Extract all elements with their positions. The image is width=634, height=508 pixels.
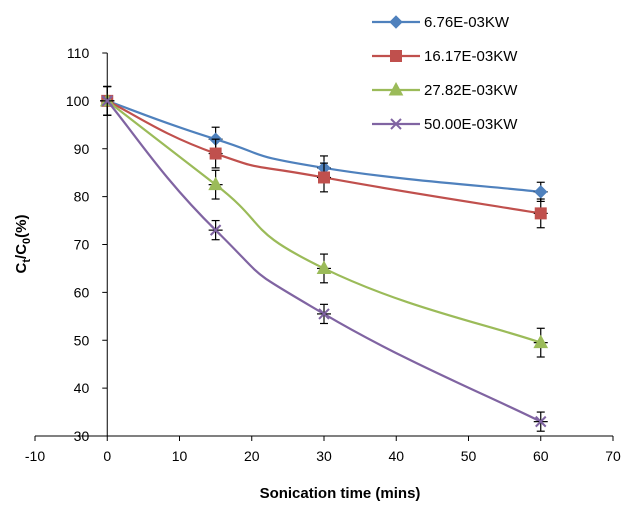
data-point xyxy=(209,224,222,236)
y-axis-title-sub2: 0 xyxy=(21,238,33,244)
y-tick-label: 40 xyxy=(74,380,90,396)
legend-label: 50.00E-03KW xyxy=(424,116,518,133)
y-tick-label: 110 xyxy=(67,45,90,61)
y-tick-label: 80 xyxy=(74,189,90,205)
point-marker-stroke xyxy=(390,118,402,130)
series-layer xyxy=(99,85,549,432)
data-point xyxy=(318,308,330,320)
point-marker-stroke xyxy=(101,95,113,107)
data-point xyxy=(533,334,549,349)
legend-marker xyxy=(390,50,402,62)
legend-label: 27.82E-03KW xyxy=(424,82,518,99)
x-tick-label: 70 xyxy=(605,448,621,464)
series-line xyxy=(106,99,541,193)
x-tick-label: -10 xyxy=(25,448,45,464)
y-tick-label: 100 xyxy=(66,93,90,109)
legend-item-6.76E-03KW: 6.76E-03KW xyxy=(372,14,510,31)
x-tick-label: 40 xyxy=(388,448,404,464)
y-axis-title-tail: (%) xyxy=(13,215,30,238)
series-line xyxy=(106,100,542,344)
point-marker-stroke xyxy=(209,224,222,236)
legend: 6.76E-03KW 16.17E-03KW 27.82E-03KW 50.00E-0… xyxy=(372,14,518,133)
data-point xyxy=(318,171,330,184)
legend-marker xyxy=(389,15,403,29)
legend-marker xyxy=(388,81,404,96)
y-tick-label: 60 xyxy=(74,284,90,300)
x-tick-label: 20 xyxy=(244,448,260,464)
y-tick-label: 30 xyxy=(74,428,90,444)
data-point xyxy=(316,260,332,274)
data-point xyxy=(534,185,548,199)
data-point xyxy=(534,207,547,220)
legend-label: 16.17E-03KW xyxy=(424,48,518,65)
y-axis-title-main: C xyxy=(13,262,30,273)
data-point xyxy=(535,415,547,428)
x-tick-label: 60 xyxy=(533,448,549,464)
axes: 30 40 50 60 70 80 90 100 110 -10 0 10 20 30 40 50 60 70 xyxy=(25,45,621,464)
y-tick-label: 70 xyxy=(74,237,90,253)
y-tick-label: 50 xyxy=(74,332,90,348)
y-axis-title-sub1: t xyxy=(21,259,33,263)
legend-item-27.82E-03KW: 27.82E-03KW xyxy=(372,81,518,99)
point-marker-stroke xyxy=(318,308,330,320)
series-50.00E-03KW xyxy=(100,85,548,432)
legend-marker xyxy=(390,118,402,130)
x-axis-title: Sonication time (mins) xyxy=(260,485,421,502)
y-tick-label: 90 xyxy=(74,141,90,157)
legend-item-50.00E-03KW: 50.00E-03KW xyxy=(372,116,518,133)
data-point xyxy=(101,95,113,107)
x-tick-label: 50 xyxy=(461,448,477,464)
point-marker-stroke xyxy=(535,415,547,428)
x-tick-label: 30 xyxy=(316,448,332,464)
x-tick-label: 0 xyxy=(103,448,111,464)
x-tick-label: 10 xyxy=(172,448,188,464)
legend-item-16.17E-03KW: 16.17E-03KW xyxy=(372,48,518,65)
legend-label: 6.76E-03KW xyxy=(424,14,510,31)
series-line xyxy=(106,100,542,423)
y-axis-title-mid: /C xyxy=(13,244,30,259)
data-point xyxy=(208,176,223,191)
series-line xyxy=(106,99,541,215)
data-point xyxy=(209,147,222,160)
y-axis-title: Ct/C0(%) xyxy=(13,215,33,274)
